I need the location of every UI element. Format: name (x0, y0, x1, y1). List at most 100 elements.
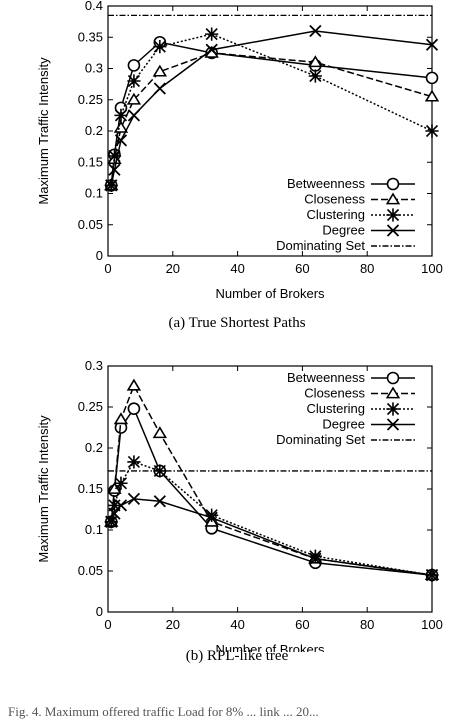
y-tick-label: 0.25 (78, 399, 103, 414)
y-tick-label: 0.25 (78, 92, 103, 107)
y-tick-label: 0.3 (85, 358, 103, 373)
data-point-closeness (107, 481, 122, 494)
data-point-betweenness (425, 71, 439, 85)
legend-marker-degree (386, 418, 400, 431)
series-line-closeness (110, 383, 433, 576)
x-tick-label: 20 (166, 261, 180, 276)
x-tick-label: 60 (295, 261, 309, 276)
data-point-clustering (114, 108, 128, 122)
data-point-degree (108, 507, 121, 520)
y-tick-label: 0 (96, 248, 103, 263)
chart-panel-b: 0 20 40 60 80 100 0 0.05 0.1 0.15 0.2 0.25 0.3 Number… (0, 352, 474, 682)
legend-label-clustering: Clustering (306, 401, 365, 416)
data-point-closeness (424, 89, 440, 102)
x-tick-label: 0 (104, 261, 111, 276)
y-tick-label: 0.35 (78, 29, 103, 44)
data-point-degree (105, 179, 118, 192)
x-tick-label: 80 (360, 617, 374, 632)
figure-caption: Fig. 4. Maximum offered traffic Load for… (8, 704, 319, 719)
data-point-clustering (153, 464, 167, 478)
chart-b: 0 20 40 60 80 10000.050.10.150.20.250.3Number… (36, 358, 443, 657)
legend-label-dominating-set: Dominating Set (276, 432, 365, 447)
chart-panel-a: 0 20 40 60 80 100 0 0.05 0.1 0.15 0.2 0.25 0.3 0.35 0.… (0, 0, 474, 340)
data-point-degree (108, 163, 121, 176)
data-point-degree (205, 43, 218, 56)
data-point-degree (309, 24, 322, 38)
y-tick-label: 0.4 (85, 0, 103, 13)
data-point-closeness (113, 120, 129, 133)
x-tick-label: 60 (295, 617, 309, 632)
y-tick-label: 0.2 (85, 440, 103, 455)
legend-label-degree: Degree (322, 223, 365, 238)
data-point-clustering (308, 69, 322, 83)
chart-a-caption: (a) True Shortest Paths (168, 315, 306, 331)
data-point-clustering (114, 476, 128, 490)
data-point-clustering (205, 508, 219, 522)
y-tick-label: 0.15 (78, 481, 103, 496)
chart-b-caption: (b) RPL-like tree (185, 648, 289, 664)
series-line-clustering (110, 33, 433, 186)
plot-frame (107, 365, 433, 613)
y-tick-label: 0.15 (78, 154, 103, 169)
x-tick-label: 0 (104, 617, 111, 632)
data-point-closeness (126, 92, 142, 105)
data-point-closeness (308, 55, 323, 68)
data-point-degree (153, 495, 166, 508)
data-point-clustering (425, 124, 439, 138)
legend-label-betweenness: Betweenness (287, 176, 366, 191)
y-tick-label: 0.05 (78, 217, 103, 232)
data-point-degree (205, 511, 218, 524)
data-point-degree (309, 552, 322, 565)
data-point-degree (425, 568, 439, 582)
legend-label-dominating-set: Dominating Set (276, 238, 365, 253)
x-tick-label: 20 (166, 617, 180, 632)
y-tick-label: 0.2 (85, 123, 103, 138)
legend-marker-closeness (385, 386, 401, 399)
y-tick-label: 0.1 (85, 522, 103, 537)
legend-marker-betweenness (386, 177, 400, 191)
x-axis-label: Number of Brokers (215, 286, 325, 301)
data-point-degree (105, 515, 118, 528)
series-line-degree (110, 30, 433, 186)
data-point-closeness (152, 426, 168, 439)
chart-a: 0 20 40 60 80 100 0 0.05 0.1 0.15 0.2 0.25 0.3 0.35 0.… (36, 0, 443, 301)
y-tick-label: 0.05 (78, 563, 103, 578)
legend-label-closeness: Closeness (304, 386, 365, 401)
y-axis-label: Maximum Traffic Intensity (36, 415, 51, 563)
data-point-degree (114, 499, 128, 512)
data-point-degree (127, 109, 141, 122)
x-tick-label: 40 (230, 617, 244, 632)
legend-label-betweenness: Betweenness (287, 370, 366, 385)
data-point-closeness (113, 412, 129, 425)
data-point-clustering (153, 40, 167, 54)
data-point-closeness (126, 378, 142, 391)
data-point-degree (127, 492, 141, 505)
x-tick-label: 100 (421, 261, 443, 276)
legend-label-degree: Degree (322, 417, 365, 432)
legend-marker-degree (386, 224, 400, 237)
data-point-betweenness (127, 402, 141, 415)
legend-label-closeness: Closeness (304, 192, 365, 207)
y-tick-label: 0 (96, 604, 103, 619)
y-tick-label: 0.3 (85, 61, 103, 76)
series-line-clustering (110, 461, 433, 576)
y-tick-label: 0.1 (85, 186, 103, 201)
data-point-closeness (152, 64, 168, 77)
data-point-clustering (205, 27, 219, 41)
data-point-degree (425, 38, 439, 51)
data-point-clustering (127, 74, 141, 88)
x-tick-label: 80 (360, 261, 374, 276)
x-tick-label: 100 (421, 617, 443, 632)
series-line-degree (110, 498, 433, 576)
legend-marker-clustering (386, 402, 400, 416)
legend-label-clustering: Clustering (306, 207, 365, 222)
data-point-degree (114, 134, 128, 147)
x-tick-label: 40 (230, 261, 244, 276)
data-point-betweenness (127, 59, 141, 72)
data-point-clustering (308, 549, 322, 563)
data-point-clustering (107, 149, 122, 163)
data-point-degree (153, 82, 166, 95)
legend-marker-clustering (386, 208, 400, 222)
legend-marker-closeness (385, 192, 401, 205)
data-point-clustering (127, 455, 141, 469)
